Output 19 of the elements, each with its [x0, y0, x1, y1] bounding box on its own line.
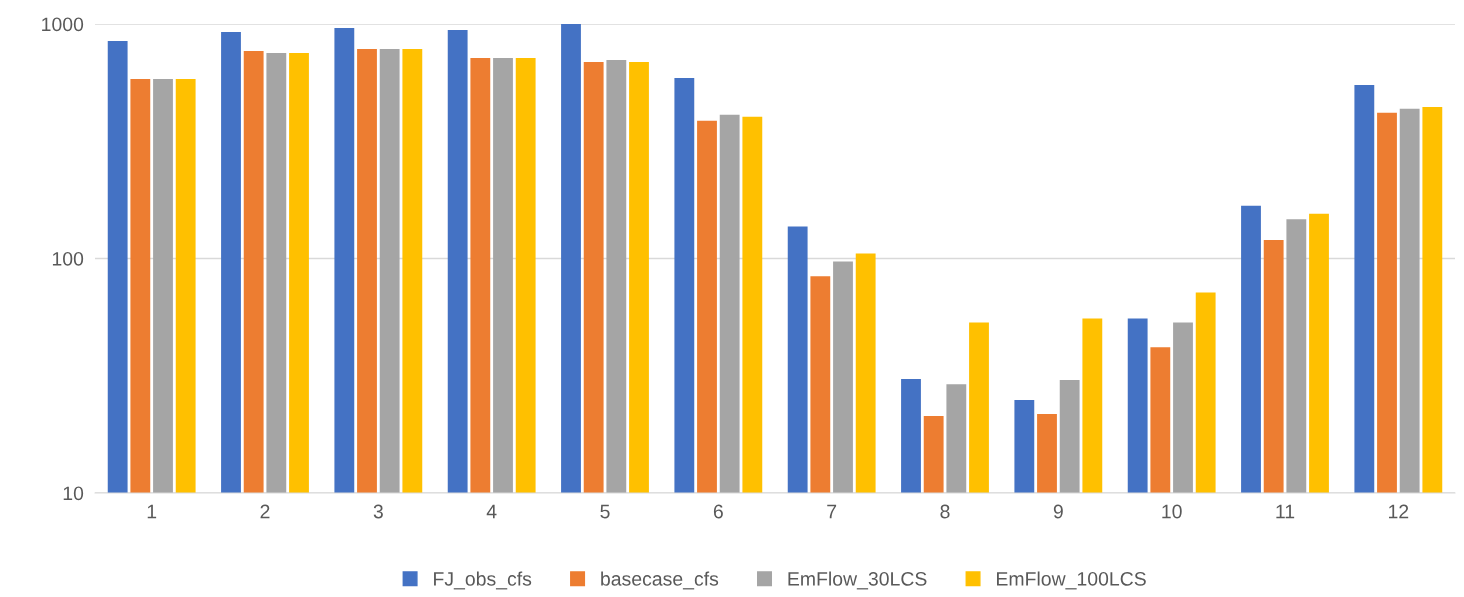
legend-label: basecase_cfs — [601, 571, 719, 590]
x-tick-label: 12 — [1389, 504, 1409, 519]
x-tick-label: 2 — [260, 504, 270, 519]
legend-label: EmFlow_30LCS — [788, 571, 927, 590]
x-tick-label: 8 — [940, 504, 950, 519]
x-tick-label: 11 — [1276, 504, 1295, 519]
x-tick-label: 10 — [1162, 504, 1182, 519]
x-tick-label: 5 — [600, 504, 610, 519]
legend-label: EmFlow_100LCS — [997, 571, 1146, 590]
x-tick-label: 6 — [713, 504, 723, 519]
x-tick-label: 4 — [486, 504, 497, 519]
x-tick-label: 7 — [827, 504, 837, 519]
legend-label: FJ_obs_cfs — [434, 571, 532, 590]
x-tick-label: 3 — [373, 504, 383, 519]
x-tick-label: 1 — [147, 504, 157, 519]
x-tick-label: 9 — [1053, 504, 1063, 519]
y-tick-label: 10 — [63, 486, 84, 501]
y-tick-label: 1000 — [42, 17, 84, 32]
y-tick-label: 100 — [52, 251, 84, 266]
